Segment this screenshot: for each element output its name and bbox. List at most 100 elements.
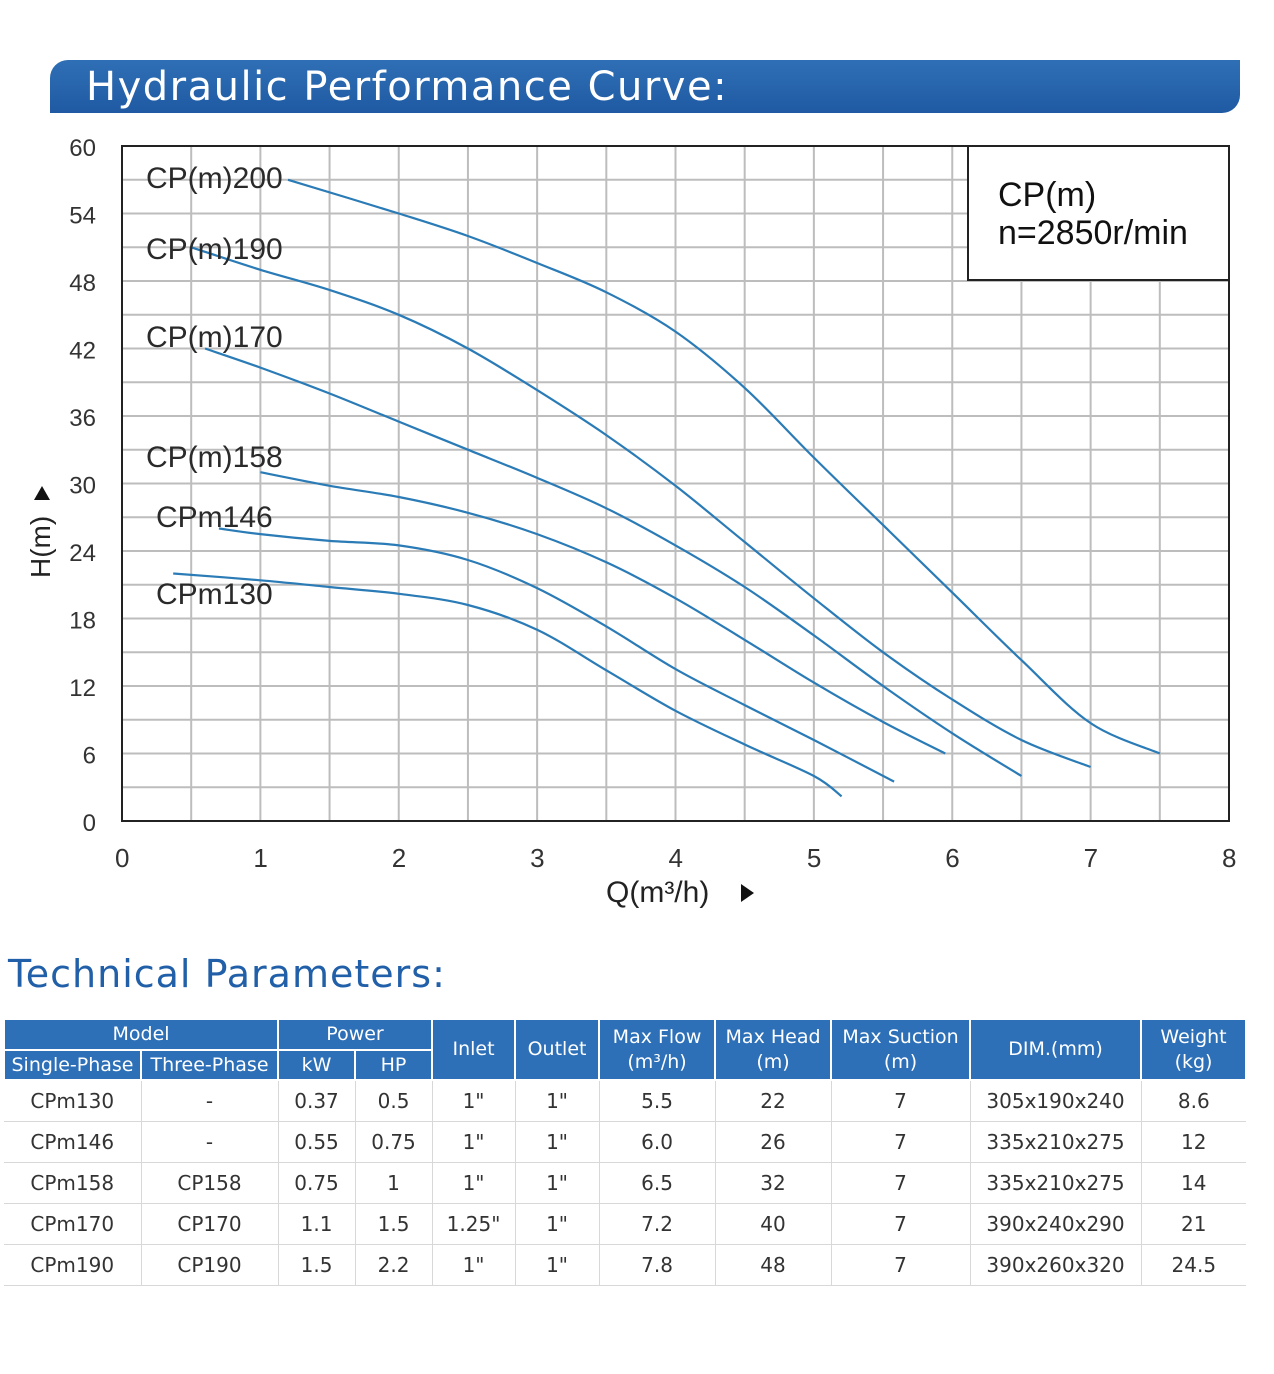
cell-inlet: 1" (432, 1162, 516, 1205)
cell-max-flow: 6.5 (599, 1162, 716, 1205)
curve-label: CP(m)190 (146, 233, 283, 266)
y-tick-label: 48 (69, 270, 96, 297)
curve-label: CP(m)200 (146, 162, 283, 195)
header-max-suction-line2: (m) (883, 1050, 918, 1073)
cell-inlet: 1" (432, 1080, 516, 1123)
performance-chart: 0 1 2 3 4 5 6 7 806121824303642485460Q(m³/h)H(m)… (25, 135, 1236, 909)
cell-hp: 2.2 (355, 1244, 433, 1287)
header-model: Model (2, 1018, 280, 1051)
y-tick-label: 24 (69, 540, 96, 567)
cell-weight: 12 (1141, 1121, 1247, 1164)
curve-cp-m-200 (287, 178, 1161, 755)
cell-outlet: 1" (515, 1244, 600, 1287)
header-max-head-line2: (m) (756, 1050, 790, 1073)
table-row: CPm170 CP170 1.1 1.5 1.25" 1" 7.2 40 7 3… (4, 1203, 1247, 1246)
header-max-flow-line2: (m³/h) (627, 1050, 687, 1073)
curve-cpm130 (173, 572, 843, 798)
cell-inlet: 1.25" (432, 1203, 516, 1246)
info-box (967, 145, 1230, 281)
header-max-head-line1: Max Head (725, 1026, 821, 1048)
cell-kw: 0.37 (278, 1080, 356, 1123)
cell-dim: 390x260x320 (970, 1244, 1142, 1287)
cell-single-phase: CPm130 (4, 1080, 142, 1123)
cell-inlet: 1" (432, 1121, 516, 1164)
table-row: CPm146 - 0.55 0.75 1" 1" 6.0 26 7 335x21… (4, 1121, 1247, 1164)
header-power: Power (277, 1018, 434, 1051)
cell-max-flow: 6.0 (599, 1121, 716, 1164)
title-banner: Hydraulic Performance Curve: (50, 60, 1240, 113)
header-weight-line1: Weight (1160, 1026, 1227, 1048)
y-tick-label: 60 (69, 135, 96, 162)
cell-max-head: 32 (715, 1162, 832, 1205)
cell-max-flow: 7.2 (599, 1203, 716, 1246)
header-hp: HP (354, 1048, 434, 1082)
x-tick-label: 4 (669, 843, 683, 873)
x-tick-label: 8 (1222, 843, 1236, 873)
header-outlet: Outlet (514, 1017, 601, 1082)
cell-outlet: 1" (515, 1203, 600, 1246)
cell-outlet: 1" (515, 1162, 600, 1205)
plot-frame (121, 145, 1230, 822)
curve-cp-m-170 (204, 347, 1022, 777)
cell-max-suction: 7 (831, 1244, 971, 1287)
header-row-top: Model Power Inlet Outlet Max Flow (m³/h)… (2, 1017, 1248, 1082)
cell-hp: 0.75 (355, 1121, 433, 1164)
header-max-head: Max Head (m) (714, 1017, 833, 1082)
x-tick-label: 6 (945, 843, 959, 873)
x-tick-label: 1 (253, 843, 267, 873)
x-tick-label: 3 (530, 843, 544, 873)
cell-max-head: 40 (715, 1203, 832, 1246)
info-box-speed: n=2850r/min (998, 214, 1188, 252)
header-weight-line2: (kg) (1174, 1050, 1213, 1073)
x-tick-label: 0 (115, 843, 129, 873)
cell-dim: 335x210x275 (970, 1121, 1142, 1164)
cell-dim: 335x210x275 (970, 1162, 1142, 1205)
cell-max-head: 22 (715, 1080, 832, 1123)
cell-max-head: 48 (715, 1244, 832, 1287)
cell-hp: 1 (355, 1162, 433, 1205)
header-three-phase: Three-Phase (139, 1048, 280, 1082)
header-max-suction-line1: Max Suction (842, 1026, 959, 1048)
header-row-sub: Single-Phase Three-Phase kW HP (3, 1048, 1246, 1082)
header-kw: kW (277, 1048, 357, 1082)
cell-hp: 0.5 (355, 1080, 433, 1123)
header-weight: Weight (kg) (1140, 1017, 1248, 1082)
cell-single-phase: CPm146 (4, 1121, 142, 1164)
cell-three-phase: CP190 (141, 1244, 279, 1287)
cell-weight: 21 (1141, 1203, 1247, 1246)
cell-weight: 8.6 (1141, 1080, 1247, 1123)
cell-dim: 390x240x290 (970, 1203, 1142, 1246)
y-axis-label: H(m) (25, 516, 56, 578)
curve-label: CPm130 (156, 578, 273, 611)
cell-weight: 24.5 (1141, 1244, 1247, 1287)
cell-max-suction: 7 (831, 1121, 971, 1164)
x-tick-label: 2 (392, 843, 406, 873)
cell-single-phase: CPm190 (4, 1244, 142, 1287)
y-tick-label: 42 (69, 338, 96, 365)
cell-max-suction: 7 (831, 1203, 971, 1246)
header-dim: DIM.(mm) (969, 1017, 1143, 1082)
y-tick-label: 36 (69, 405, 96, 432)
cell-dim: 305x190x240 (970, 1080, 1142, 1123)
x-tick-label: 7 (1084, 843, 1098, 873)
cell-hp: 1.5 (355, 1203, 433, 1246)
cell-three-phase: - (141, 1121, 279, 1164)
header-max-flow: Max Flow (m³/h) (598, 1017, 717, 1082)
y-axis-arrow-icon (34, 486, 50, 500)
info-box-model: CP(m) (998, 176, 1096, 214)
header-max-flow-line1: Max Flow (612, 1026, 702, 1048)
y-tick-label: 30 (69, 473, 96, 500)
cell-three-phase: CP170 (141, 1203, 279, 1246)
cell-max-suction: 7 (831, 1080, 971, 1123)
x-axis-label: Q(m³/h) (606, 876, 709, 909)
cell-kw: 1.5 (278, 1244, 356, 1287)
header-inlet: Inlet (431, 1017, 517, 1082)
header-max-suction: Max Suction (m) (830, 1017, 972, 1082)
curve-label: CPm146 (156, 501, 273, 534)
header-single-phase: Single-Phase (3, 1048, 142, 1082)
table-row: CPm130 - 0.37 0.5 1" 1" 5.5 22 7 305x190… (4, 1080, 1247, 1123)
cell-inlet: 1" (432, 1244, 516, 1287)
page-title: Hydraulic Performance Curve: (86, 64, 729, 110)
table-row: CPm158 CP158 0.75 1 1" 1" 6.5 32 7 335x2… (4, 1162, 1247, 1205)
cell-max-head: 26 (715, 1121, 832, 1164)
